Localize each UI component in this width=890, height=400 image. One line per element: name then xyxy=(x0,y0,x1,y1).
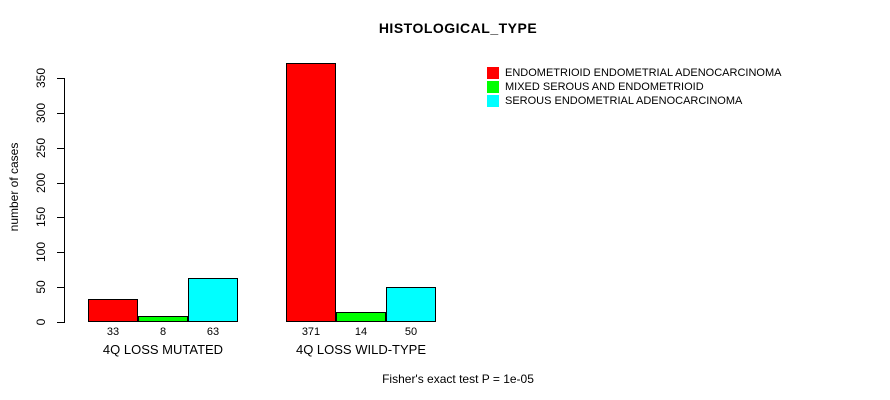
y-tick xyxy=(57,287,64,288)
y-tick-label-text: 200 xyxy=(34,172,48,194)
y-tick-label-text: 300 xyxy=(34,102,48,124)
y-tick xyxy=(57,322,64,323)
legend-swatch xyxy=(487,67,499,79)
bar-value-label: 371 xyxy=(301,326,321,338)
y-axis-line xyxy=(64,78,65,323)
bar-value-label: 8 xyxy=(159,326,167,338)
bar-value-label: 50 xyxy=(404,326,418,338)
legend: ENDOMETRIOID ENDOMETRIAL ADENOCARCINOMA M… xyxy=(487,66,781,108)
bar xyxy=(88,299,138,322)
chart-title: HISTOLOGICAL_TYPE xyxy=(378,20,538,36)
legend-swatch xyxy=(487,95,499,107)
y-tick-label-text: 100 xyxy=(34,241,48,263)
y-tick xyxy=(57,183,64,184)
bar-value-label: 33 xyxy=(106,326,120,338)
bar xyxy=(188,278,238,322)
bar xyxy=(336,312,386,322)
annotation-text: Fisher's exact test P = 1e-05 xyxy=(382,372,534,386)
y-tick xyxy=(57,217,64,218)
y-tick xyxy=(57,78,64,79)
group-label: 4Q LOSS MUTATED xyxy=(102,342,224,357)
bar-value-label: 63 xyxy=(206,326,220,338)
y-tick-label-text: 350 xyxy=(34,67,48,89)
y-tick xyxy=(57,148,64,149)
legend-label: MIXED SEROUS AND ENDOMETRIOID xyxy=(505,81,704,93)
legend-label: ENDOMETRIOID ENDOMETRIAL ADENOCARCINOMA xyxy=(505,67,782,79)
y-tick-label-text: 250 xyxy=(34,137,48,159)
group-label: 4Q LOSS WILD-TYPE xyxy=(295,342,427,357)
y-tick-label-text: 50 xyxy=(34,280,48,294)
legend-label: SEROUS ENDOMETRIAL ADENOCARCINOMA xyxy=(505,95,743,107)
bar-value-label: 14 xyxy=(354,326,368,338)
y-tick xyxy=(57,252,64,253)
legend-item: ENDOMETRIOID ENDOMETRIAL ADENOCARCINOMA xyxy=(487,66,781,80)
y-tick-label-text: 0 xyxy=(34,318,48,326)
bar xyxy=(138,316,188,322)
legend-swatch xyxy=(487,81,499,93)
y-tick xyxy=(57,113,64,114)
bar xyxy=(386,287,436,322)
bar xyxy=(286,63,336,322)
legend-item: MIXED SEROUS AND ENDOMETRIOID xyxy=(487,80,781,94)
y-tick-label-text: 150 xyxy=(34,206,48,228)
legend-item: SEROUS ENDOMETRIAL ADENOCARCINOMA xyxy=(487,94,781,108)
